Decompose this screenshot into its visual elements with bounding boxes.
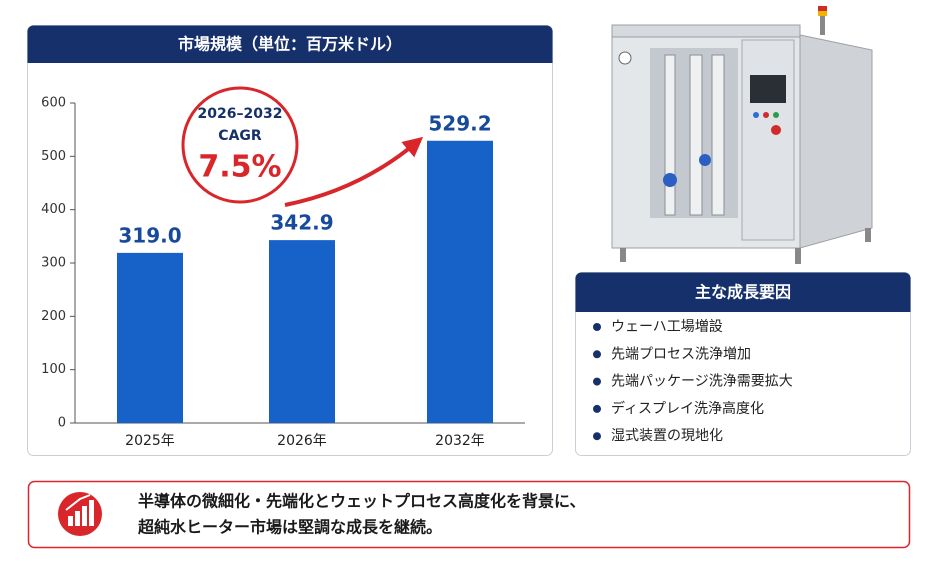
- summary-line: 超純水ヒーター市場は堅調な成長を継続。: [137, 518, 442, 537]
- value-label: 342.9: [270, 211, 333, 235]
- growth-icon: [58, 492, 102, 536]
- driver-item: 先端パッケージ洗浄需要拡大: [611, 374, 793, 390]
- driver-item: 先端プロセス洗浄増加: [611, 346, 751, 362]
- drivers-list: ウェーハ工場増設先端プロセス洗浄増加先端パッケージ洗浄需要拡大ディスプレイ洗浄高…: [593, 319, 793, 444]
- bullet: [593, 432, 601, 441]
- bullet: [593, 350, 601, 359]
- cagr-period: 2026–2032: [198, 106, 283, 122]
- summary-line: 半導体の微細化・先端化とウェットプロセス高度化を背景に、: [138, 492, 586, 511]
- x-tick-label: 2025年: [125, 433, 175, 449]
- bar: [117, 252, 183, 423]
- x-tick-label: 2026年: [277, 433, 327, 449]
- value-label: 319.0: [118, 223, 181, 247]
- chart-title: 市場規模（単位：百万米ドル）: [178, 35, 402, 54]
- value-label: 529.2: [428, 111, 491, 135]
- bullet: [593, 377, 601, 386]
- driver-item: 湿式装置の現地化: [611, 428, 723, 444]
- bullet: [593, 323, 601, 331]
- bar: [269, 240, 335, 423]
- chart-header: [27, 25, 553, 63]
- bar: [427, 140, 493, 423]
- y-tick-label: 200: [41, 309, 66, 324]
- x-tick-label: 2032年: [435, 433, 485, 449]
- growth-arrow: [284, 136, 424, 207]
- driver-item: ディスプレイ洗浄高度化: [611, 400, 764, 417]
- y-tick-label: 400: [41, 202, 66, 217]
- cagr-label: CAGR: [218, 128, 262, 144]
- y-tick-label: 0: [58, 416, 66, 431]
- y-tick-label: 600: [41, 96, 66, 111]
- driver-item: ウェーハ工場増設: [611, 319, 723, 335]
- bullet: [593, 404, 601, 413]
- drivers-title: 主な成長要因: [695, 283, 791, 302]
- drivers-header: [575, 272, 911, 312]
- y-tick-label: 300: [41, 256, 66, 271]
- cagr-value: 7.5%: [198, 150, 281, 185]
- y-tick-label: 500: [41, 149, 66, 164]
- summary-box: [27, 480, 911, 549]
- plot: 0 100 200 300 400 500 600 319.0 2025年 342.9 2026年 5…: [41, 96, 525, 449]
- y-tick-label: 100: [41, 362, 66, 377]
- cagr-badge: [181, 86, 299, 204]
- equipment-image: [611, 6, 873, 264]
